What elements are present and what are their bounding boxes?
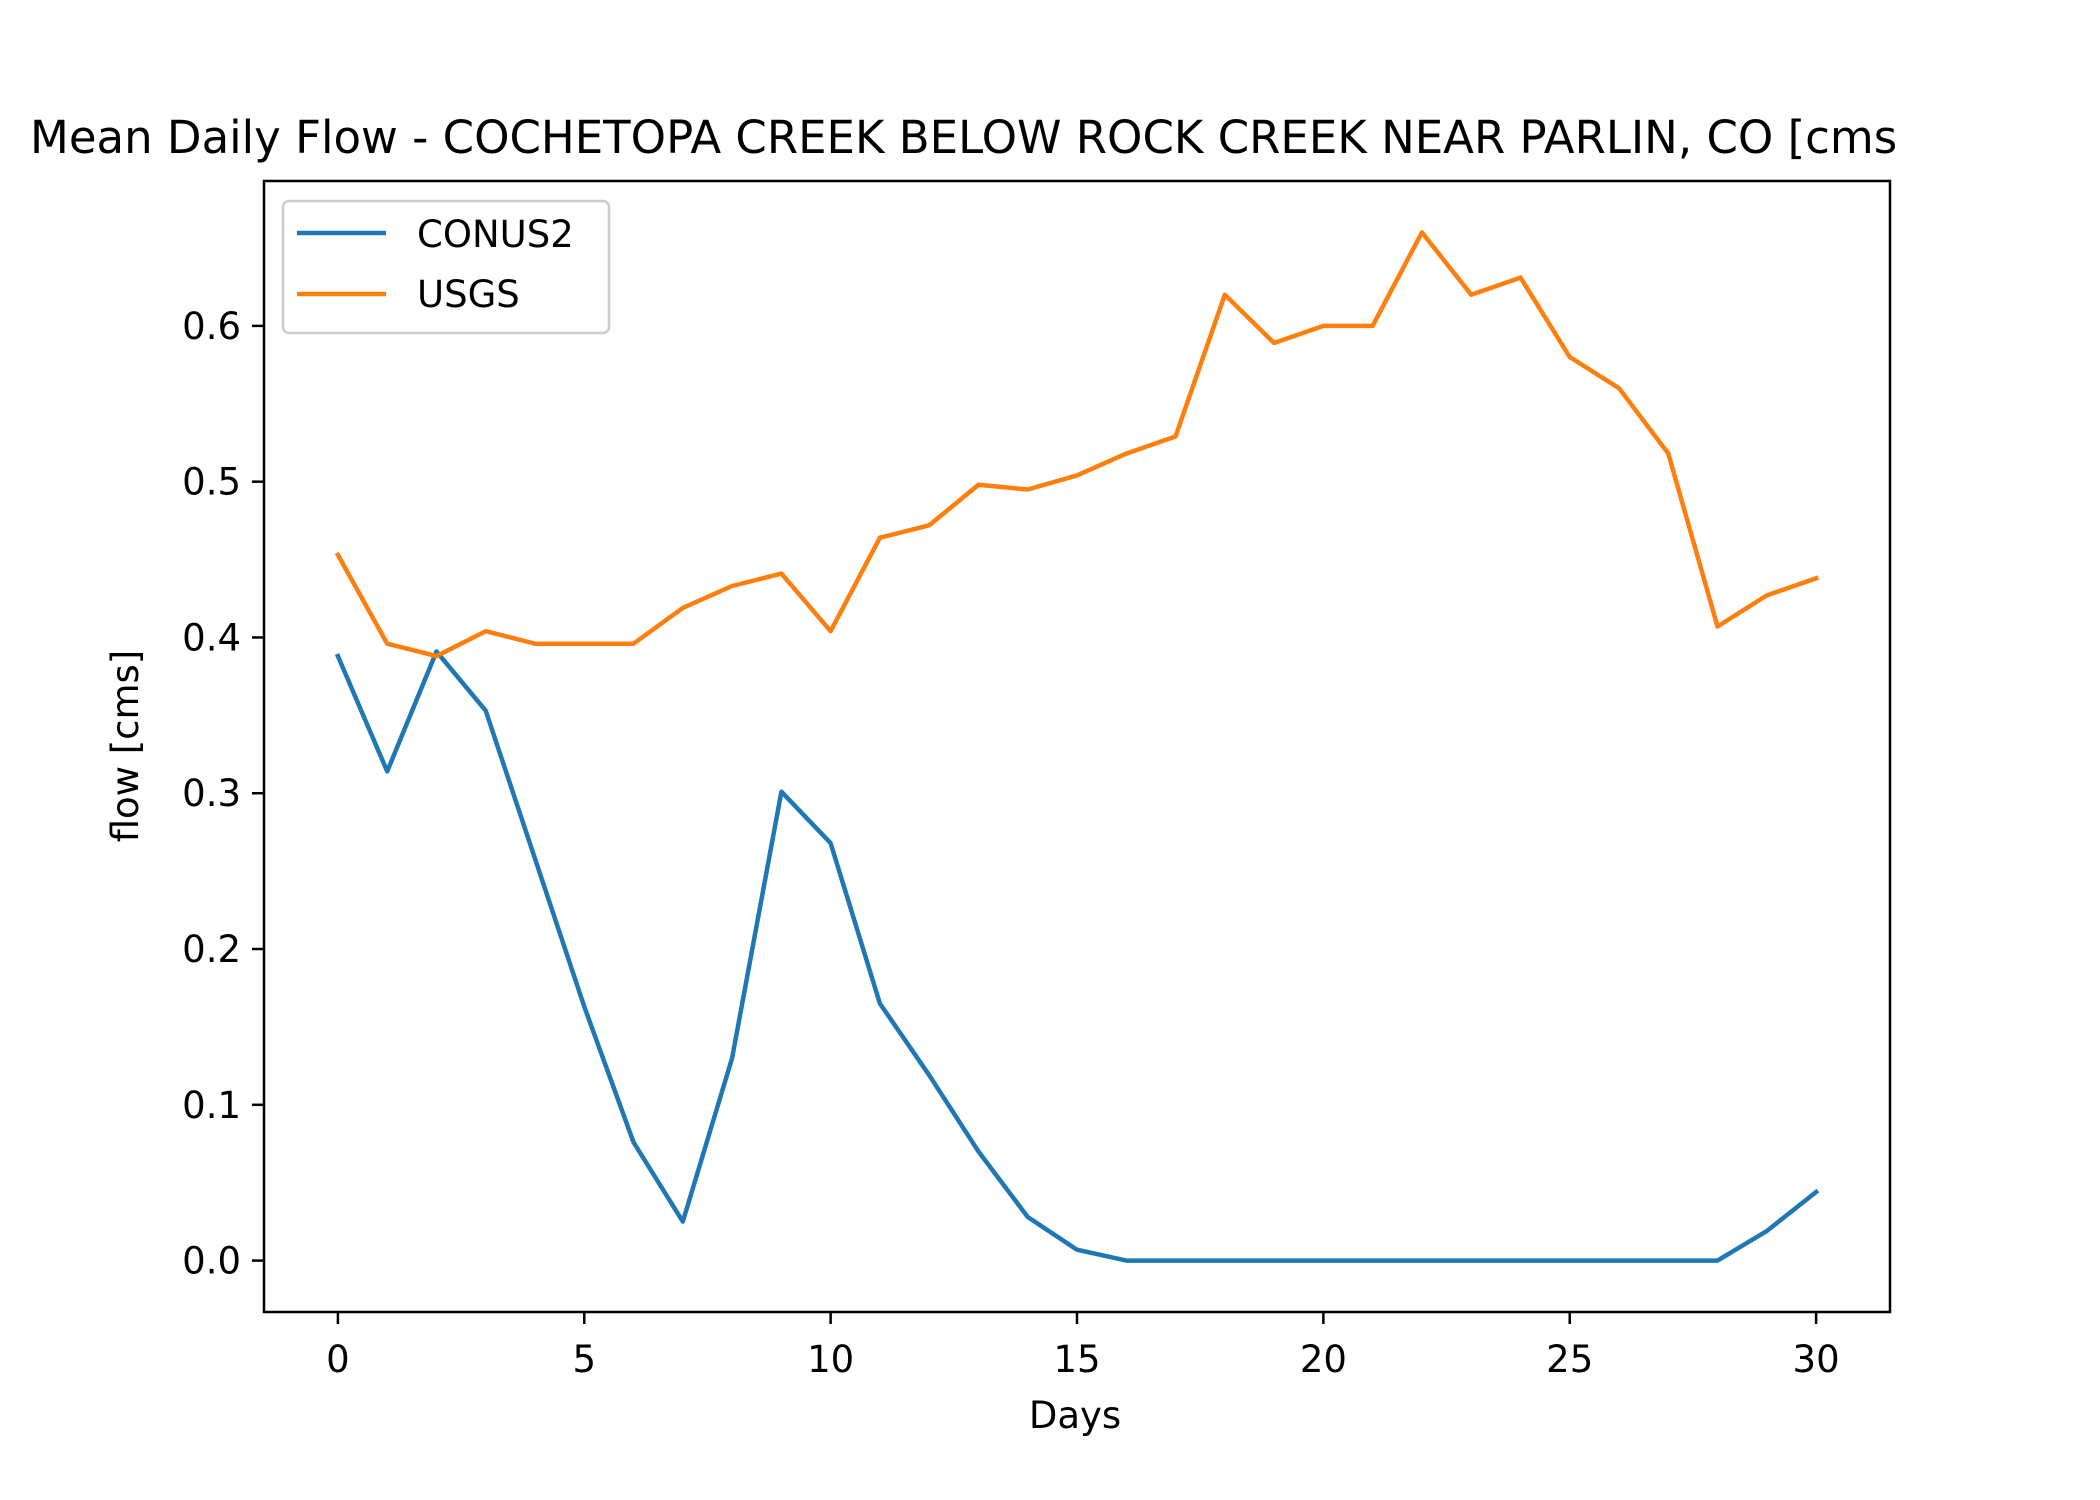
x-tick-label: 5 [572, 1338, 596, 1381]
legend-label-usgs: USGS [417, 273, 520, 316]
legend-label-conus2: CONUS2 [417, 213, 574, 256]
y-tick-label: 0.0 [182, 1240, 241, 1283]
x-tick-label: 25 [1546, 1338, 1593, 1381]
y-tick-label: 0.2 [182, 928, 241, 971]
x-tick-label: 30 [1793, 1338, 1840, 1381]
x-axis: 0 5 10 15 20 25 30 [326, 1312, 1840, 1381]
plot-area [334, 230, 1820, 1263]
y-tick-label: 0.6 [182, 305, 241, 348]
x-tick-label: 0 [326, 1338, 350, 1381]
y-tick-label: 0.5 [182, 461, 241, 504]
legend: CONUS2 USGS [281, 199, 611, 335]
series-line-conus2 [334, 649, 1820, 1263]
y-tick-label: 0.4 [182, 616, 241, 659]
axes-frame [262, 179, 1892, 1314]
y-axis: 0.0 0.1 0.2 0.3 0.4 0.5 0.6 [182, 305, 264, 1283]
x-tick-label: 10 [807, 1338, 854, 1381]
x-tick-label: 20 [1300, 1338, 1347, 1381]
x-axis-label: Days [1029, 1394, 1121, 1437]
y-tick-label: 0.3 [182, 772, 241, 815]
chart-title: Mean Daily Flow - COCHETOPA CREEK BELOW … [30, 111, 1897, 164]
x-tick-label: 15 [1053, 1338, 1100, 1381]
y-axis-label: flow [cms] [104, 650, 147, 843]
series-line-usgs [334, 230, 1819, 659]
y-tick-label: 0.1 [182, 1084, 241, 1127]
